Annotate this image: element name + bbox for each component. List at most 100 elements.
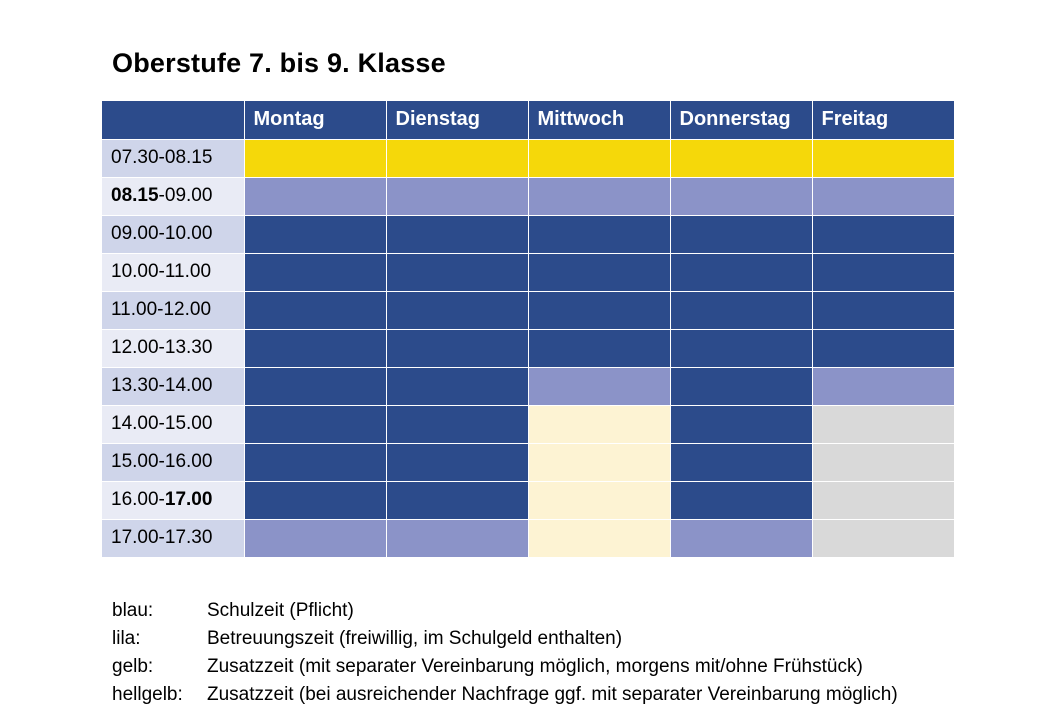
- slot-cell-lila: [670, 177, 813, 216]
- time-slot-label: 10.00-11.00: [102, 253, 245, 292]
- time-slot-text: 08.15: [111, 185, 159, 206]
- time-slot-text: 17.00-17.30: [111, 527, 213, 548]
- time-slot-label: 08.15-09.00: [102, 177, 245, 216]
- legend-row: lila: Betreuungszeit (freiwillig, im Schu…: [112, 625, 898, 653]
- slot-cell-grau: [812, 443, 955, 482]
- slot-cell-lila: [812, 177, 955, 216]
- slot-cell-blau: [528, 329, 671, 368]
- time-slot-label: 15.00-16.00: [102, 443, 245, 482]
- slot-cell-gelb: [244, 139, 387, 178]
- slot-cell-blau: [812, 253, 955, 292]
- schedule-row: 13.30-14.00: [102, 367, 955, 406]
- day-header: Montag: [244, 101, 387, 140]
- schedule-row: 16.00-17.00: [102, 481, 955, 520]
- time-slot-text: 07.30-08.15: [111, 147, 213, 168]
- schedule-body: 07.30-08.15 08.15-09.00 09.00-10.00 10.00-1…: [102, 139, 955, 558]
- day-header: Dienstag: [386, 101, 529, 140]
- slot-cell-blau: [670, 367, 813, 406]
- slot-cell-lila: [386, 177, 529, 216]
- legend-row: gelb: Zusatzzeit (mit separater Vereinbar…: [112, 653, 898, 681]
- time-slot-text: 13.30-14.00: [111, 375, 213, 396]
- slot-cell-hellgelb: [528, 519, 671, 558]
- corner-header: [102, 101, 245, 140]
- slot-cell-lila: [670, 519, 813, 558]
- header-row: Montag Dienstag Mittwoch Donnerstag Frei…: [102, 101, 955, 140]
- slot-cell-blau: [244, 481, 387, 520]
- schedule-row: 11.00-12.00: [102, 291, 955, 330]
- time-slot-label: 07.30-08.15: [102, 139, 245, 178]
- schedule-row: 07.30-08.15: [102, 139, 955, 178]
- slot-cell-blau: [386, 291, 529, 330]
- time-slot-text: 15.00-16.00: [111, 451, 213, 472]
- slot-cell-blau: [386, 481, 529, 520]
- slot-cell-lila: [244, 519, 387, 558]
- slot-cell-hellgelb: [528, 481, 671, 520]
- legend: blau: Schulzeit (Pflicht) lila: Betreuungsz…: [112, 597, 898, 709]
- slot-cell-blau: [812, 215, 955, 254]
- slot-cell-blau: [386, 443, 529, 482]
- slot-cell-gelb: [386, 139, 529, 178]
- slot-cell-lila: [244, 177, 387, 216]
- schedule-row: 14.00-15.00: [102, 405, 955, 444]
- day-header: Mittwoch: [528, 101, 671, 140]
- time-slot-label: 17.00-17.30: [102, 519, 245, 558]
- time-slot-label: 12.00-13.30: [102, 329, 245, 368]
- time-slot-text: 16.00-: [111, 489, 165, 510]
- time-slot-text: 09.00-10.00: [111, 223, 213, 244]
- slot-cell-blau: [244, 291, 387, 330]
- time-slot-text: -09.00: [158, 185, 213, 206]
- legend-key: lila:: [112, 628, 141, 649]
- slot-cell-blau: [812, 291, 955, 330]
- slot-cell-gelb: [528, 139, 671, 178]
- slot-cell-blau: [244, 405, 387, 444]
- slot-cell-lila: [528, 367, 671, 406]
- legend-text: Zusatzzeit (bei ausreichender Nachfrage …: [207, 684, 898, 705]
- legend-row: hellgelb: Zusatzzeit (bei ausreichender N…: [112, 681, 898, 709]
- slot-cell-blau: [386, 253, 529, 292]
- schedule-row: 09.00-10.00: [102, 215, 955, 254]
- slot-cell-lila: [812, 367, 955, 406]
- schedule-table: Montag Dienstag Mittwoch Donnerstag Frei…: [102, 101, 955, 558]
- time-slot-text: 14.00-15.00: [111, 413, 213, 434]
- slot-cell-blau: [386, 367, 529, 406]
- schedule-row: 17.00-17.30: [102, 519, 955, 558]
- legend-text: Zusatzzeit (mit separater Vereinbarung m…: [207, 656, 863, 677]
- slot-cell-blau: [386, 215, 529, 254]
- time-slot-label: 14.00-15.00: [102, 405, 245, 444]
- page-title: Oberstufe 7. bis 9. Klasse: [112, 48, 446, 78]
- slot-cell-gelb: [812, 139, 955, 178]
- legend-key: gelb:: [112, 656, 154, 677]
- schedule-row: 12.00-13.30: [102, 329, 955, 368]
- slot-cell-lila: [386, 519, 529, 558]
- slot-cell-blau: [244, 367, 387, 406]
- time-slot-label: 09.00-10.00: [102, 215, 245, 254]
- slot-cell-grau: [812, 481, 955, 520]
- slot-cell-blau: [670, 253, 813, 292]
- slot-cell-blau: [670, 329, 813, 368]
- slot-cell-blau: [670, 405, 813, 444]
- time-slot-text: 11.00-12.00: [111, 299, 212, 320]
- legend-key: blau:: [112, 600, 154, 621]
- time-slot-text: 17.00: [164, 489, 213, 510]
- slot-cell-hellgelb: [528, 443, 671, 482]
- slot-cell-gelb: [670, 139, 813, 178]
- slot-cell-lila: [528, 177, 671, 216]
- slot-cell-blau: [386, 405, 529, 444]
- legend-text: Schulzeit (Pflicht): [207, 600, 354, 621]
- slot-cell-blau: [670, 443, 813, 482]
- legend-text: Betreuungszeit (freiwillig, im Schulgeld…: [207, 628, 623, 649]
- time-slot-text: 10.00-11.00: [111, 261, 212, 282]
- slot-cell-blau: [670, 215, 813, 254]
- slot-cell-grau: [812, 519, 955, 558]
- legend-row: blau: Schulzeit (Pflicht): [112, 597, 898, 625]
- slot-cell-blau: [244, 329, 387, 368]
- slot-cell-blau: [244, 215, 387, 254]
- legend-key: hellgelb:: [112, 684, 183, 705]
- slot-cell-blau: [528, 253, 671, 292]
- slot-cell-blau: [812, 329, 955, 368]
- time-slot-label: 13.30-14.00: [102, 367, 245, 406]
- schedule-row: 15.00-16.00: [102, 443, 955, 482]
- slot-cell-hellgelb: [528, 405, 671, 444]
- day-header: Donnerstag: [670, 101, 813, 140]
- slot-cell-blau: [528, 291, 671, 330]
